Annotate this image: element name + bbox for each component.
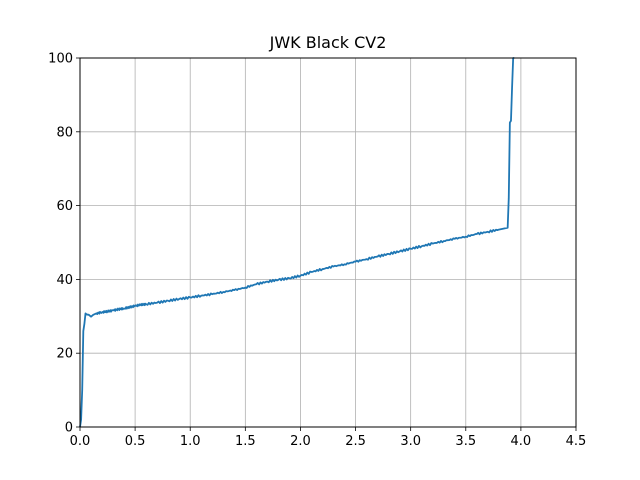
series-line-0: [79, 57, 515, 428]
y-tick-label: 80: [56, 125, 73, 140]
x-tick-label: 1.5: [235, 434, 256, 449]
x-tick-label: 0.5: [125, 434, 146, 449]
x-tick-label: 3.5: [455, 434, 476, 449]
plot-area-frame: [79, 57, 577, 428]
x-tick-label: 3.0: [400, 434, 421, 449]
y-tick-label: 40: [56, 273, 73, 288]
y-tick-label: 100: [48, 52, 73, 67]
x-tick-label: 2.0: [290, 434, 311, 449]
x-tick-label: 2.5: [345, 434, 366, 449]
y-axis: 0 20 40 60 80 100: [48, 52, 80, 436]
x-tick-label: 4.0: [511, 434, 532, 449]
x-tick-label: 0.0: [70, 434, 91, 449]
x-tick-label: 1.0: [180, 434, 201, 449]
series-group: [79, 57, 515, 428]
y-tick-label: 0: [65, 421, 73, 436]
x-tick-label: 4.5: [566, 434, 587, 449]
x-axis: 0.0 0.5 1.0 1.5 2.0 2.5 3.0 3.5 4.0 4.5: [70, 427, 587, 449]
chart-title: JWK Black CV2: [269, 33, 387, 52]
y-tick-label: 60: [56, 199, 73, 214]
y-tick-label: 20: [56, 347, 73, 362]
